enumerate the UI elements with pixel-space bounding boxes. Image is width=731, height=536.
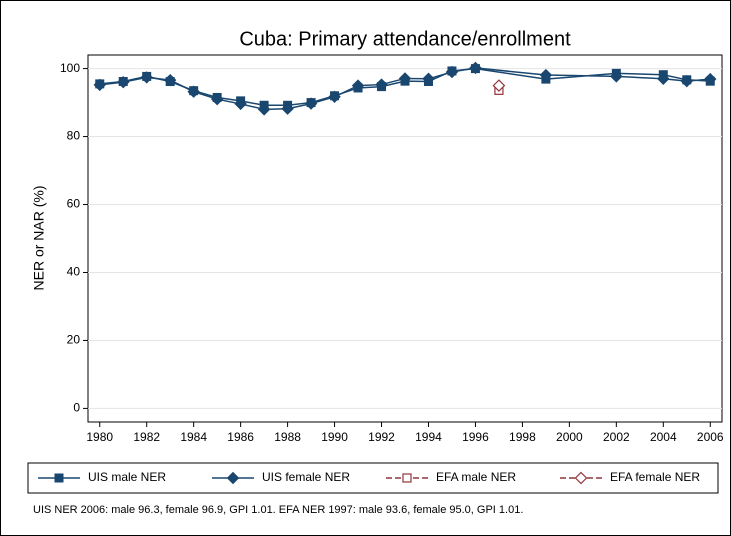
x-tick-label: 1988	[274, 430, 301, 444]
x-tick-label: 1982	[133, 430, 160, 444]
marker	[117, 75, 130, 89]
line	[99, 67, 711, 111]
marker	[257, 103, 271, 116]
x-tick-label: 1980	[86, 430, 113, 444]
chart-title: Cuba: Primary attendance/enrollment	[239, 28, 571, 50]
y-tick-label: 80	[67, 129, 81, 143]
marker	[210, 92, 224, 106]
marker	[351, 79, 365, 92]
y-tick-label: 20	[67, 333, 81, 347]
legend-marker	[402, 473, 412, 483]
marker	[657, 72, 670, 85]
marker	[187, 85, 200, 98]
marker	[539, 68, 553, 82]
legend-label: EFA male NER	[436, 470, 516, 484]
marker	[375, 78, 388, 91]
legend-marker	[54, 473, 64, 483]
marker	[469, 61, 482, 75]
x-tick-label: 1994	[415, 430, 442, 444]
legend-label: EFA female NER	[610, 470, 700, 484]
x-tick-label: 1996	[462, 430, 489, 444]
marker	[140, 71, 153, 84]
x-tick-label: 1992	[368, 430, 395, 444]
x-tick-label: 2006	[697, 430, 724, 444]
marker	[704, 72, 717, 86]
x-tick-label: 2000	[556, 430, 583, 444]
marker	[422, 72, 435, 85]
marker	[492, 79, 506, 92]
legend	[27, 462, 719, 494]
x-tick-label: 1998	[509, 430, 536, 444]
x-tick-label: 2004	[650, 430, 677, 444]
note: UIS NER 2006: male 96.3, female 96.9, GP…	[33, 504, 523, 516]
marker	[328, 90, 341, 104]
marker	[304, 97, 318, 110]
marker	[281, 102, 294, 115]
x-tick-label: 2002	[603, 430, 630, 444]
legend-marker	[226, 471, 240, 485]
y-tick-label: 0	[73, 401, 80, 415]
legend-label: UIS male NER	[88, 470, 166, 484]
marker	[610, 70, 623, 83]
y-tick-label: 60	[67, 197, 81, 211]
marker	[398, 72, 412, 85]
marker	[93, 78, 106, 92]
y-axis-title: NER or NAR (%)	[31, 185, 47, 290]
legend-marker	[574, 471, 588, 485]
plot-area	[87, 54, 723, 423]
marker	[163, 73, 177, 87]
x-tick-label: 1990	[321, 430, 348, 444]
marker	[445, 65, 459, 79]
x-tick-label: 1984	[180, 430, 207, 444]
marker	[234, 97, 247, 111]
y-tick-label: 40	[67, 265, 81, 279]
marker	[680, 74, 693, 88]
x-tick-label: 1986	[227, 430, 254, 444]
legend-label: UIS female NER	[262, 470, 350, 484]
y-tick-label: 100	[60, 61, 80, 75]
